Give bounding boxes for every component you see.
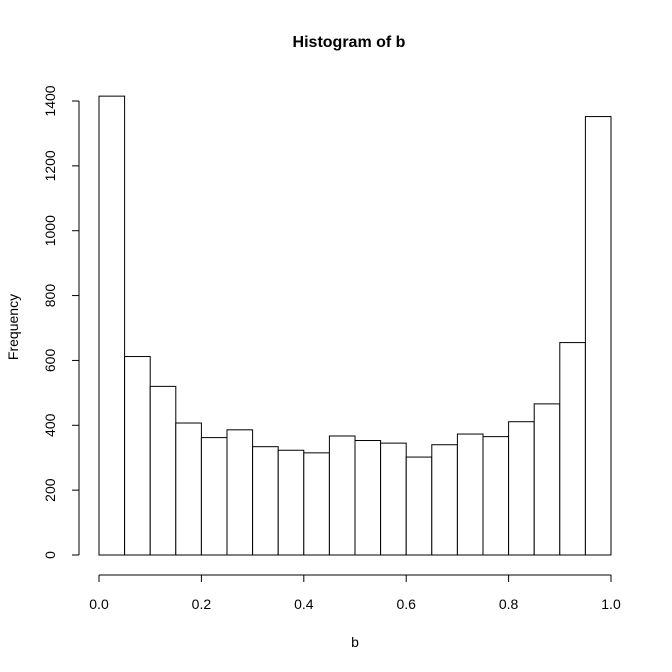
bars-group (98, 95, 612, 556)
histogram-bar (405, 456, 433, 556)
x-tick-label: 0.4 (294, 596, 314, 612)
y-tick-label: 1400 (42, 85, 58, 116)
x-tick-label: 0.6 (396, 596, 416, 612)
y-axis: 0 200 400 600 800 1000 1200 1400 (42, 85, 80, 559)
y-tick-label: 800 (42, 284, 58, 308)
histogram-bar (98, 95, 126, 556)
x-axis-label: b (351, 634, 359, 650)
histogram-bar (252, 446, 279, 556)
histogram-bar (533, 403, 561, 556)
histogram-bar (431, 444, 458, 556)
histogram-bar (149, 385, 177, 556)
chart-title: Histogram of b (293, 34, 406, 51)
histogram-bar (226, 429, 254, 556)
x-tick-label: 1.0 (601, 596, 621, 612)
x-tick-label: 0.0 (89, 596, 109, 612)
y-tick-label: 1200 (42, 150, 58, 181)
histogram-bar (456, 433, 484, 556)
histogram-bar (584, 116, 612, 556)
histogram-bar (482, 436, 510, 556)
histogram-bar (354, 440, 382, 556)
x-tick-label: 0.2 (192, 596, 212, 612)
histogram-bar (303, 452, 330, 556)
histogram-bar (175, 422, 202, 556)
y-tick-label: 0 (42, 551, 58, 559)
x-tick-label: 0.8 (499, 596, 519, 612)
y-tick-label: 1000 (42, 215, 58, 246)
histogram-bar (328, 435, 356, 556)
y-tick-label: 400 (42, 413, 58, 437)
histogram-bar (277, 449, 305, 556)
histogram-bar (508, 421, 535, 556)
x-axis: 0.0 0.2 0.4 0.6 0.8 1.0 (89, 574, 621, 612)
histogram-bar (200, 437, 228, 556)
histogram-bar (124, 356, 151, 556)
y-axis-label: Frequency (5, 294, 21, 360)
y-tick-label: 600 (42, 349, 58, 373)
histogram-bar (380, 442, 407, 556)
y-tick-label: 200 (42, 478, 58, 502)
histogram-bar (559, 342, 586, 556)
